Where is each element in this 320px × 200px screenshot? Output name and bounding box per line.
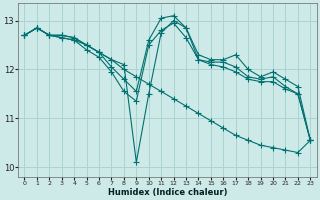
- X-axis label: Humidex (Indice chaleur): Humidex (Indice chaleur): [108, 188, 227, 197]
